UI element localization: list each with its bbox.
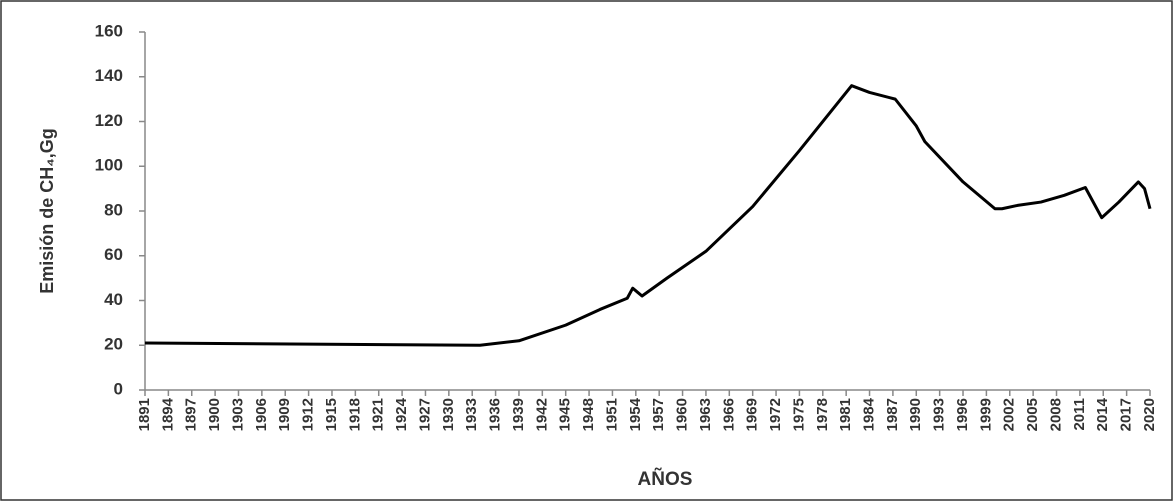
x-tick-label: 1966 (720, 398, 737, 431)
x-tick-label: 1990 (907, 398, 924, 431)
x-tick-label: 2008 (1047, 398, 1064, 431)
x-tick-label: 1984 (861, 397, 878, 431)
y-tick-label: 20 (104, 335, 123, 354)
x-tick-label: 1909 (276, 398, 293, 431)
x-tick-label: 1933 (463, 398, 480, 431)
x-tick-label: 2002 (1001, 398, 1018, 431)
x-tick-label: 1894 (159, 397, 176, 431)
x-tick-label: 1951 (603, 398, 620, 431)
x-tick-label: 1957 (650, 398, 667, 431)
x-tick-label: 1996 (954, 398, 971, 431)
x-tick-label: 1972 (767, 398, 784, 431)
y-tick-label: 0 (114, 379, 123, 398)
x-tick-label: 2011 (1071, 398, 1088, 431)
x-tick-label: 1999 (977, 398, 994, 431)
x-tick-label: 1954 (627, 397, 644, 431)
x-tick-label: 1900 (206, 398, 223, 431)
x-tick-label: 1987 (884, 398, 901, 431)
y-tick-label: 80 (104, 200, 123, 219)
x-tick-label: 1912 (300, 398, 317, 431)
y-tick-label: 100 (95, 156, 123, 175)
x-tick-label: 2020 (1141, 398, 1158, 431)
x-tick-label: 2014 (1094, 397, 1111, 431)
x-tick-label: 1891 (136, 398, 153, 431)
y-tick-label: 160 (95, 21, 123, 40)
y-tick-label: 60 (104, 245, 123, 264)
x-tick-label: 1897 (183, 398, 200, 431)
x-tick-label: 1918 (346, 398, 363, 431)
x-tick-label: 1924 (393, 397, 410, 431)
x-tick-label: 1903 (229, 398, 246, 431)
x-tick-label: 1963 (697, 398, 714, 431)
x-tick-label: 1975 (790, 398, 807, 431)
x-tick-label: 1906 (253, 398, 270, 431)
x-tick-label: 1948 (580, 398, 597, 431)
x-axis-label: AÑOS (638, 468, 693, 490)
x-tick-label: 1939 (510, 398, 527, 431)
y-tick-label: 140 (95, 66, 123, 85)
line (144, 84, 1152, 347)
x-tick-label: 1981 (837, 398, 854, 431)
x-tick-label: 1969 (744, 398, 761, 431)
x-tick-label: 1927 (416, 398, 433, 431)
y-tick-label: 120 (95, 111, 123, 130)
x-tick-label: 1978 (814, 398, 831, 431)
x-tick-label: 1942 (533, 398, 550, 431)
x-tick-label: 1936 (487, 398, 504, 431)
y-axis-label: Emisión de CH₄,Gg (37, 128, 57, 294)
x-tick-label: 1930 (440, 398, 457, 431)
x-tick-label: 1921 (370, 398, 387, 431)
x-tick-label: 1945 (557, 398, 574, 431)
x-tick-label: 2005 (1024, 398, 1041, 431)
y-tick-label: 40 (104, 290, 123, 309)
x-tick-label: 2017 (1118, 398, 1135, 431)
x-tick-label: 1993 (931, 398, 948, 431)
x-tick-label: 1915 (323, 398, 340, 431)
x-tick-label: 1960 (674, 398, 691, 431)
